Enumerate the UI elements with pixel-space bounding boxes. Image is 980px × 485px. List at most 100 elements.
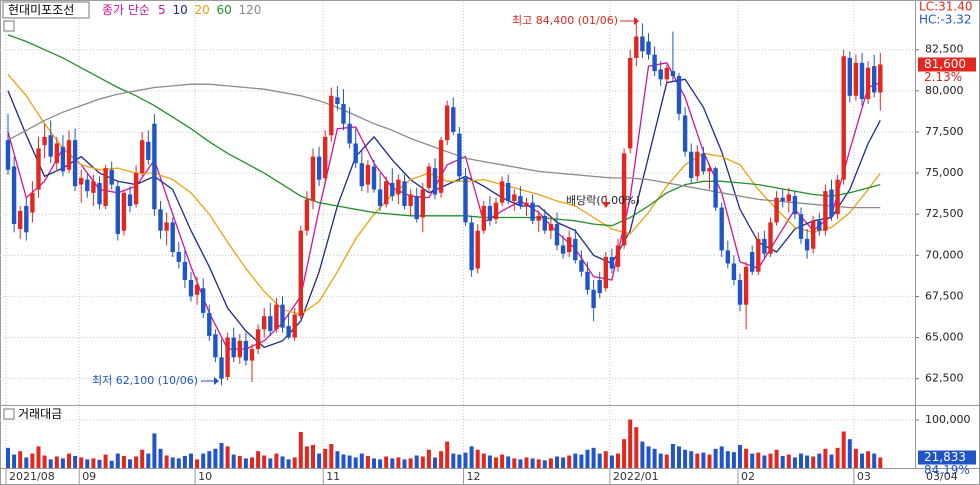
candle-body — [817, 220, 822, 231]
candle-body — [493, 202, 499, 220]
volume-bar — [640, 441, 645, 468]
volume-bar — [426, 449, 431, 468]
y-tick-label: 100,000 — [925, 413, 971, 426]
candle-body — [695, 151, 700, 177]
volume-bar — [469, 446, 474, 468]
candle-body — [127, 194, 133, 206]
settings-box[interactable] — [3, 408, 15, 420]
volume-bar — [365, 455, 370, 468]
volume-bar — [433, 457, 437, 468]
volume-bar — [311, 444, 315, 468]
volume-bar — [518, 459, 523, 468]
candle-body — [774, 197, 779, 223]
candle-body — [597, 279, 602, 294]
candle-body — [255, 329, 261, 350]
volume-bar — [835, 447, 840, 468]
volume-bar — [744, 448, 749, 468]
candle-body — [268, 316, 273, 331]
candle-body — [841, 56, 846, 180]
candle-body — [823, 191, 828, 231]
candle-body — [262, 316, 267, 330]
volume-bar — [30, 453, 35, 468]
candle-body — [756, 238, 761, 272]
candle-body — [615, 245, 621, 267]
volume-bar — [457, 454, 462, 468]
candle-body — [237, 340, 242, 358]
candle-body — [463, 178, 468, 223]
legend-entry: 10 — [173, 3, 188, 17]
settings-box[interactable] — [3, 20, 15, 32]
volume-bar — [189, 453, 193, 468]
candle-body — [347, 123, 352, 144]
legend-entry: 5 — [158, 3, 166, 17]
volume-bar — [48, 459, 53, 468]
volume-bar — [390, 458, 395, 468]
volume-bar — [616, 453, 620, 468]
candle-body — [481, 205, 486, 231]
candle-body — [164, 222, 169, 231]
volume-bar — [121, 455, 126, 468]
volume-bar — [512, 458, 517, 468]
candle-body — [682, 115, 688, 152]
volume-bar — [372, 458, 376, 468]
candle-body — [377, 189, 383, 206]
candle-body — [304, 199, 310, 231]
candle-body — [847, 57, 852, 96]
volume-bar — [567, 455, 572, 468]
volume-bar — [628, 419, 633, 468]
symbol: 현대미포조선 — [8, 3, 74, 17]
volume-title: 거래대금 — [18, 407, 62, 421]
candle-body — [548, 224, 554, 231]
volume-bar — [304, 446, 309, 468]
volume-bar — [664, 454, 669, 468]
volume-bar — [707, 454, 712, 468]
candle-body — [707, 168, 712, 172]
candle-body — [506, 182, 511, 202]
volume-bar — [792, 457, 797, 468]
volume-bar — [445, 441, 450, 468]
volume-bar — [487, 455, 492, 468]
candle-body — [207, 312, 212, 336]
candle-body — [524, 202, 529, 206]
candle-body — [457, 133, 462, 177]
volume-bar — [274, 453, 279, 468]
candle-body — [121, 192, 127, 231]
y-tick-label: 62,500 — [925, 372, 964, 385]
hc-label: HC:-3.32 — [919, 13, 972, 27]
x-tick-label: 02 — [741, 470, 755, 483]
candle-body — [603, 256, 608, 289]
volume-bar — [579, 454, 584, 468]
volume-bar — [73, 455, 78, 468]
volume-bar — [341, 454, 346, 468]
volume-bar — [719, 446, 724, 468]
candle-body — [219, 357, 224, 379]
candle-body — [719, 207, 724, 251]
candle-body — [54, 143, 59, 164]
volume-bar — [384, 456, 389, 468]
volume-bar — [475, 449, 480, 468]
ex-dividend-annotation: 배당락(0.00%) — [566, 194, 640, 207]
volume-bar — [860, 453, 864, 468]
ma-line — [7, 34, 881, 227]
candle-body — [634, 36, 639, 58]
candle-body — [146, 141, 151, 160]
volume-bar — [280, 456, 285, 468]
volume-bar — [231, 454, 236, 468]
volume-bar — [109, 460, 114, 468]
volume-bar — [853, 448, 858, 468]
candle-body — [567, 237, 572, 253]
candle-body — [670, 71, 676, 77]
symbol-box[interactable] — [2, 1, 90, 19]
high-arrow-head — [634, 17, 639, 25]
volume-bar — [494, 457, 498, 468]
candle-body — [621, 153, 627, 246]
candle-body — [292, 314, 297, 338]
candle-body — [243, 340, 249, 361]
volume-bar — [420, 456, 425, 468]
x-tick-label: 03 — [857, 470, 871, 483]
volume-bar — [237, 455, 242, 468]
candle-body — [878, 64, 883, 93]
